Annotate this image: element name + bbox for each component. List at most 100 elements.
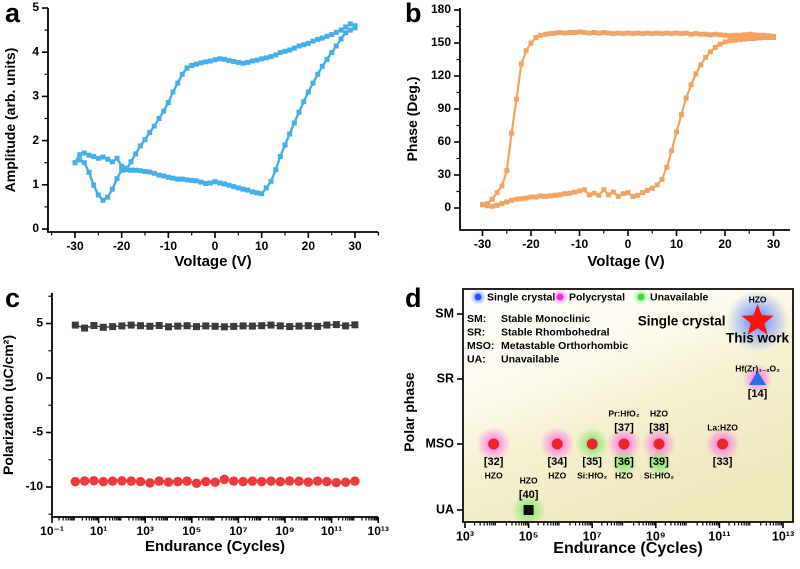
x-tick-label: -30 <box>66 239 84 253</box>
abbrev-value: Stable Monoclinic <box>501 313 590 325</box>
amplitude-sweep-down-line <box>74 26 356 202</box>
y-tick-label: 120 <box>431 68 451 82</box>
y-tick-label: 2 <box>32 133 39 147</box>
panel-c-chart: 10⁻¹ 10¹ 10³ 10⁵ 10⁷ 10⁹ 10¹¹ 10¹³ -10 -5 0 5 Endur… <box>0 293 389 555</box>
point-label-mat: Pr:HfO₂ <box>608 408 639 418</box>
y-category-label: SM <box>435 306 454 320</box>
data-point-circle <box>618 438 630 450</box>
point-label-mat: HZO <box>548 470 566 480</box>
abbrev-value: Metastable Orthorhombic <box>501 340 628 352</box>
phase-sweep-up-markers <box>480 35 776 209</box>
data-point-square <box>523 505 534 515</box>
this-work-star <box>741 304 774 335</box>
point-label-ref: [14] <box>748 388 768 400</box>
x-tick-label: 10⁷ <box>583 529 602 543</box>
y-tick-label: 30 <box>438 167 452 181</box>
x-tick-label: -20 <box>522 237 540 251</box>
x-tick-label: 10¹ <box>90 524 107 538</box>
point-label-ref: [39] <box>649 456 669 468</box>
x-tick-label: -20 <box>113 239 131 253</box>
x-tick-label: 10⁹ <box>646 529 666 543</box>
panel-d-chart: [32] HZO [34] HZO [35] Si:HfO₂ Pr:HfO₂ [37] [36]… <box>401 288 794 557</box>
y-tick-label: 90 <box>438 101 452 115</box>
legend-dot-green <box>637 293 645 301</box>
amplitude-sweep-up-markers <box>72 21 358 173</box>
x-tick-label: 10¹³ <box>368 524 389 538</box>
panel-d: [32] HZO [34] HZO [35] Si:HfO₂ Pr:HfO₂ [37] [36]… <box>400 283 800 569</box>
point-label-ref: [33] <box>713 456 733 468</box>
point-label-ref: [40] <box>519 489 539 501</box>
panel-d-letter: d <box>405 283 422 313</box>
y-tick-label: 3 <box>32 89 39 103</box>
x-tick-label: 10 <box>670 237 684 251</box>
panel-b-chart: -30 -20 -10 0 10 20 30 0 30 60 90 120 150 180 Voltage… <box>404 2 790 270</box>
panel-c-xlabel: Endurance (Cycles) <box>145 538 285 555</box>
panel-b-xlabel: Voltage (V) <box>587 253 664 270</box>
point-label-mat: HZO <box>615 470 633 480</box>
y-tick-label: 5 <box>36 316 43 330</box>
point-label-thiswork: This work <box>726 331 790 346</box>
amplitude-sweep-up-line <box>73 22 356 172</box>
panel-d-ylabel: Polar phase <box>401 372 417 452</box>
x-tick-label: 10³ <box>456 529 474 543</box>
y-category-label: UA <box>436 502 454 516</box>
green-glow-below <box>645 450 672 476</box>
abbrev-key: SR: <box>467 326 485 338</box>
x-tick-label: 10¹³ <box>772 529 794 543</box>
green-glow-below <box>611 450 637 476</box>
phase-sweep-up-line <box>482 36 774 208</box>
x-tick-label: 10⁷ <box>229 524 247 538</box>
panel-a-plot: -30 -20 -10 0 10 20 30 0 1 2 3 4 5 <box>32 0 379 253</box>
point-label-mat: HZO <box>749 294 767 304</box>
point-label-mat: Hf(Zr)₁₋ₓO₂ <box>735 363 780 373</box>
legend-label: Unavailable <box>650 291 709 303</box>
y-tick-label: 0 <box>32 221 39 235</box>
x-tick-label: 10⁹ <box>275 524 294 538</box>
panel-a: -30 -20 -10 0 10 20 30 0 1 2 3 4 5 Voltage (V) Ampli… <box>0 0 400 285</box>
data-point-circle <box>488 438 500 450</box>
x-tick-label: 20 <box>302 239 316 253</box>
x-tick-label: 10⁵ <box>182 524 201 538</box>
point-label-mat: HZO <box>485 470 503 480</box>
point-label-ref: [36] <box>614 456 634 468</box>
panel-a-xlabel: Voltage (V) <box>174 253 251 270</box>
panel-d-plot: [32] HZO [34] HZO [35] Si:HfO₂ Pr:HfO₂ [37] [36]… <box>426 288 794 543</box>
abbrev-value: Unavailable <box>501 353 560 365</box>
panel-c: 10⁻¹ 10¹ 10³ 10⁵ 10⁷ 10⁹ 10¹¹ 10¹³ -10 -5 0 5 Endur… <box>0 283 400 569</box>
point-label-ref: [35] <box>582 456 602 468</box>
panel-a-ylabel: Amplitude (arb. units) <box>2 48 18 193</box>
legend: Single crystal Polycrystal Unavailable <box>470 289 709 305</box>
panel-a-letter: a <box>5 0 21 28</box>
point-label-ref: [37] <box>614 422 634 434</box>
x-tick-label: -10 <box>160 239 178 253</box>
panel-c-letter: c <box>5 283 21 313</box>
legend-dot-magenta <box>556 293 564 301</box>
y-tick-label: 1 <box>32 177 39 191</box>
point-label-mat: HZO <box>650 408 668 418</box>
panel-a-chart: -30 -20 -10 0 10 20 30 0 1 2 3 4 5 Voltage (V) Ampli… <box>2 0 379 270</box>
y-tick-label: 0 <box>36 370 43 384</box>
legend-label: Polycrystal <box>569 291 625 303</box>
panel-c-plot: 10⁻¹ 10¹ 10³ 10⁵ 10⁷ 10⁹ 10¹¹ 10¹³ -10 -5 0 5 <box>26 293 389 538</box>
point-label-mat: HZO <box>520 475 538 485</box>
abbrev-key: UA: <box>467 353 486 365</box>
y-category-label: MSO <box>426 436 455 450</box>
x-tick-label: 10⁻¹ <box>40 524 64 538</box>
data-point-circle <box>717 438 729 450</box>
panel-b-letter: b <box>405 0 422 28</box>
x-tick-label: -30 <box>474 237 492 251</box>
abbrev-key: SM: <box>467 313 486 325</box>
y-tick-label: 5 <box>32 0 39 14</box>
point-label-mat: Si:HfO₂ <box>577 470 607 480</box>
x-tick-label: 10³ <box>137 524 154 538</box>
y-tick-label: -10 <box>26 479 44 493</box>
amplitude-sweep-down-markers <box>72 25 358 203</box>
negative-polarization-markers <box>70 474 360 489</box>
y-tick-label: 180 <box>431 2 451 16</box>
axes-a <box>47 8 378 233</box>
y-tick-label: 150 <box>431 35 451 49</box>
legend-label: Single crystal <box>487 291 555 303</box>
x-tick-label: 0 <box>625 237 632 251</box>
point-label-mat: La:HZO <box>707 422 738 432</box>
panel-d-xlabel: Endurance (Cycles) <box>553 540 702 557</box>
